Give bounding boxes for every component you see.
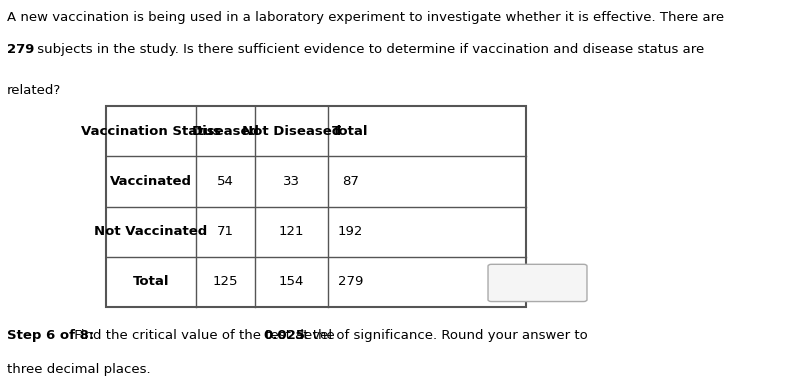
Text: 121: 121 bbox=[279, 225, 304, 238]
Text: related?: related? bbox=[7, 84, 61, 97]
Bar bbox=[106, 106, 526, 307]
Text: 33: 33 bbox=[283, 175, 300, 188]
Text: 71: 71 bbox=[217, 225, 234, 238]
Text: A new vaccination is being used in a laboratory experiment to investigate whethe: A new vaccination is being used in a lab… bbox=[7, 11, 724, 24]
Text: 87: 87 bbox=[342, 175, 359, 188]
Text: Find the critical value of the test at the: Find the critical value of the test at t… bbox=[70, 330, 339, 342]
Text: 279: 279 bbox=[337, 276, 363, 288]
Text: 125: 125 bbox=[213, 276, 238, 288]
Text: Vaccinated: Vaccinated bbox=[110, 175, 192, 188]
Text: Not Vaccinated: Not Vaccinated bbox=[94, 225, 208, 238]
Text: Total: Total bbox=[133, 276, 169, 288]
Text: 54: 54 bbox=[217, 175, 234, 188]
Text: Not Diseased: Not Diseased bbox=[242, 125, 341, 138]
Text: three decimal places.: three decimal places. bbox=[7, 363, 150, 376]
Text: subjects in the study. Is there sufficient evidence to determine if vaccination : subjects in the study. Is there sufficie… bbox=[32, 43, 704, 56]
Text: Vaccination Status: Vaccination Status bbox=[81, 125, 221, 138]
Text: 192: 192 bbox=[337, 225, 363, 238]
Text: Step 6 of 8:: Step 6 of 8: bbox=[7, 330, 94, 342]
Text: level of significance. Round your answer to: level of significance. Round your answer… bbox=[295, 330, 588, 342]
FancyBboxPatch shape bbox=[488, 264, 587, 302]
Text: Total: Total bbox=[332, 125, 368, 138]
Text: Diseased: Diseased bbox=[192, 125, 260, 138]
Text: 154: 154 bbox=[279, 276, 304, 288]
Text: Copy Data: Copy Data bbox=[505, 276, 570, 290]
Text: 0.025: 0.025 bbox=[264, 330, 306, 342]
Text: 279: 279 bbox=[7, 43, 34, 56]
